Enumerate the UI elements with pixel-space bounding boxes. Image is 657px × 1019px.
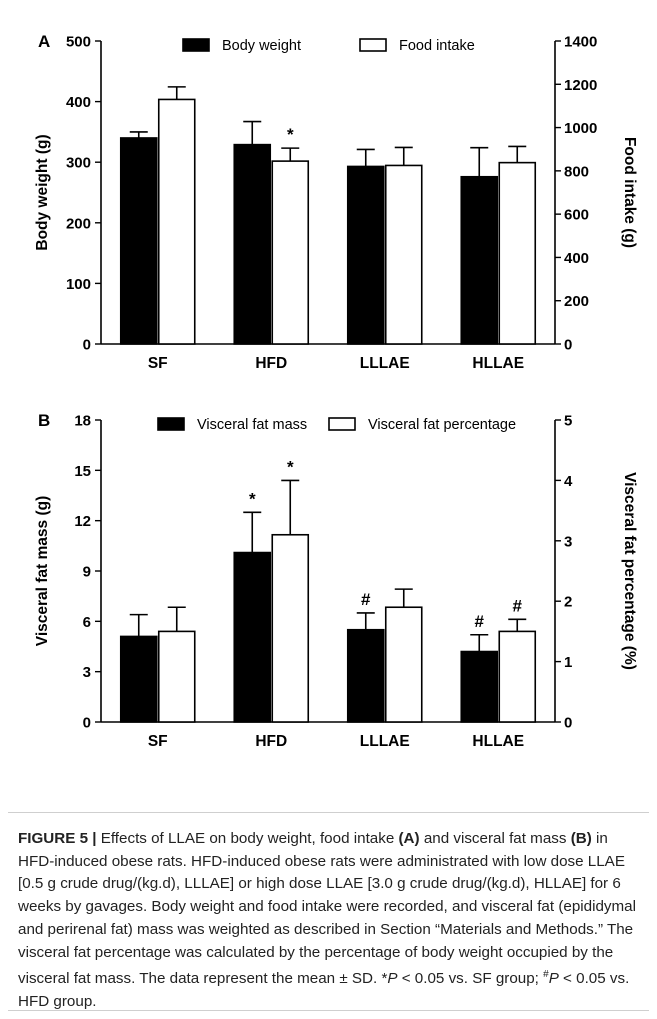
x-tick-label: LLLAE xyxy=(360,355,410,372)
x-tick-label: SF xyxy=(148,355,168,372)
y-tick-label-left: 500 xyxy=(66,34,91,51)
significance-mark: # xyxy=(513,596,523,615)
bar xyxy=(384,606,423,723)
bar xyxy=(119,635,158,723)
y-tick-label-right: 600 xyxy=(564,207,589,224)
y-tick-label-right: 1000 xyxy=(564,120,597,137)
y-tick-label-left: 9 xyxy=(83,564,91,581)
caption-text: < 0.05 vs. HFD group. xyxy=(18,970,630,1010)
figure-caption: FIGURE 5 | Effects of LLAE on body weigh… xyxy=(18,828,644,1014)
x-tick-label: SF xyxy=(148,733,168,750)
legend-swatch xyxy=(182,38,210,52)
bar xyxy=(498,630,537,723)
y-axis-title-left: Body weight (g) xyxy=(34,134,51,250)
caption-text: and visceral fat mass xyxy=(419,830,571,847)
caption-text: Effects of LLAE on body weight, food int… xyxy=(96,830,399,847)
y-tick-label-right: 1 xyxy=(564,654,572,671)
y-tick-label-right: 0 xyxy=(564,715,572,732)
bar xyxy=(346,628,385,723)
x-tick-label: HFD xyxy=(255,733,287,750)
y-tick-label-right: 5 xyxy=(564,413,572,430)
y-axis-title-left: Visceral fat mass (g) xyxy=(34,496,51,646)
y-axis-title-right: Visceral fat percentage (%) xyxy=(621,472,638,670)
y-tick-label-left: 100 xyxy=(66,276,91,293)
y-tick-label-right: 200 xyxy=(564,293,589,310)
legend-label: Visceral fat percentage xyxy=(368,417,516,433)
caption-text: in HFD-induced obese rats. HFD-induced o… xyxy=(18,830,636,988)
y-tick-label-right: 4 xyxy=(564,473,573,490)
significance-mark: # xyxy=(361,590,371,609)
y-tick-label-left: 15 xyxy=(74,463,91,480)
y-tick-label-right: 1400 xyxy=(564,34,597,51)
legend-swatch xyxy=(359,38,387,52)
y-tick-label-right: 400 xyxy=(564,250,589,267)
y-tick-label-left: 0 xyxy=(83,715,91,732)
bar xyxy=(384,164,423,345)
x-tick-label: HFD xyxy=(255,355,287,372)
y-tick-label-left: 3 xyxy=(83,664,91,681)
bar xyxy=(119,137,158,345)
caption-bottom-rule xyxy=(8,1010,649,1011)
legend-label: Food intake xyxy=(399,38,475,54)
caption-text: (B) xyxy=(570,830,592,847)
panel-letter-a: A xyxy=(38,32,50,51)
significance-mark: * xyxy=(287,457,294,476)
legend-swatch xyxy=(328,417,356,431)
legend-label: Visceral fat mass xyxy=(197,417,307,433)
bar xyxy=(498,161,537,345)
bar xyxy=(271,160,310,345)
caption-top-rule xyxy=(8,812,649,813)
caption-text: (A) xyxy=(398,830,420,847)
bar xyxy=(346,165,385,345)
caption-text: # xyxy=(543,969,549,981)
caption-label: FIGURE 5 | xyxy=(18,830,97,847)
y-tick-label-left: 200 xyxy=(66,215,91,232)
caption-text: P xyxy=(548,970,559,988)
bar xyxy=(157,98,196,345)
y-tick-label-right: 0 xyxy=(564,337,572,354)
x-tick-label: LLLAE xyxy=(360,733,410,750)
y-tick-label-left: 6 xyxy=(83,614,91,631)
bar xyxy=(233,551,272,723)
x-tick-label: HLLAE xyxy=(472,355,524,372)
significance-mark: * xyxy=(249,489,256,508)
panel-letter-b: B xyxy=(38,411,50,430)
caption-text: < 0.05 vs. SF group; xyxy=(397,970,544,988)
y-tick-label-right: 800 xyxy=(564,163,589,180)
y-tick-label-right: 1200 xyxy=(564,77,597,94)
significance-mark: # xyxy=(475,612,485,631)
y-tick-label-right: 3 xyxy=(564,533,572,550)
y-axis-title-right: Food intake (g) xyxy=(621,137,638,248)
y-tick-label-left: 400 xyxy=(66,94,91,111)
bar xyxy=(460,650,499,723)
chart-panel-a: A 0 100 200 300 400 500 0 200 400 600 800 1000 1200 14… xyxy=(34,32,638,372)
y-tick-label-left: 0 xyxy=(83,337,91,354)
bar xyxy=(271,533,310,723)
bar xyxy=(460,175,499,345)
caption-text: P xyxy=(387,970,398,988)
y-tick-label-right: 2 xyxy=(564,594,572,611)
y-tick-label-left: 12 xyxy=(74,513,91,530)
legend-label: Body weight xyxy=(222,38,301,54)
significance-mark: * xyxy=(287,125,294,144)
y-tick-label-left: 18 xyxy=(74,413,91,430)
bar xyxy=(233,143,272,345)
bar xyxy=(157,630,196,723)
y-tick-label-left: 300 xyxy=(66,155,91,172)
legend-swatch xyxy=(157,417,185,431)
x-tick-label: HLLAE xyxy=(472,733,524,750)
